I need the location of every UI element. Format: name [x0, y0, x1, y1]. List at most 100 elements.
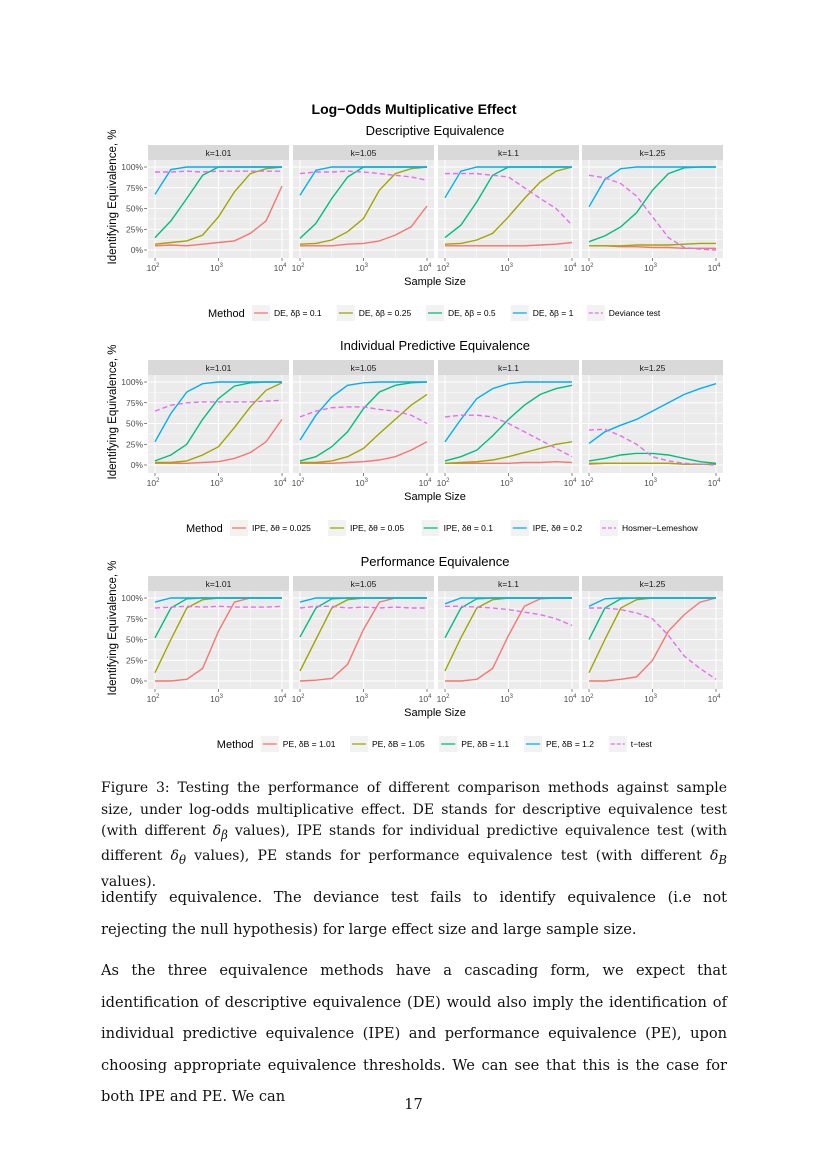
x-tick-label: 103	[644, 263, 657, 273]
facet-panel: k=1.25 102 103 104	[581, 360, 723, 488]
series-line-4	[444, 597, 572, 605]
legend-entry: PE, δB = 1.05	[372, 739, 425, 749]
facet-strip	[148, 360, 289, 375]
x-tick-exponent: 4	[428, 694, 432, 700]
x-tick-exponent: 3	[510, 263, 514, 269]
y-tick-label: 0%	[131, 460, 144, 470]
x-tick-exponent: 2	[590, 478, 594, 484]
y-tick-label: 25%	[126, 655, 143, 665]
facet-label: k=1.01	[206, 579, 232, 589]
x-tick-exponent: 4	[717, 478, 721, 484]
series-line-4	[444, 166, 572, 199]
x-tick-label: 103	[355, 694, 368, 704]
legend-title: Method	[208, 308, 245, 320]
x-tick-label: 102	[292, 694, 305, 704]
caption-text: Figure 3: Testing the performance of dif…	[101, 780, 727, 839]
x-tick-label: 103	[210, 263, 223, 273]
y-tick-label: 50%	[126, 419, 143, 429]
facet-panel: k=1.1 102 103 104	[437, 576, 579, 704]
x-tick-label: 103	[500, 478, 513, 488]
math-sub: θ	[178, 853, 186, 868]
series-line-3	[444, 384, 573, 462]
y-tick-label: 100%	[121, 377, 143, 387]
series-line-5	[588, 428, 717, 466]
x-tick-exponent: 2	[590, 263, 594, 269]
facet-panel: k=1.25 102 103 104	[581, 145, 723, 273]
body-paragraph: identify equivalence. The deviance test …	[101, 889, 727, 938]
chart-1: Descriptive Equivalence Identifying Equiv…	[107, 123, 723, 321]
legend-entry: IPE, δθ = 0.025	[252, 523, 311, 533]
x-tick-label: 103	[644, 694, 657, 704]
series-line-5	[155, 170, 282, 173]
legend-entry: PE, δB = 1.2	[546, 739, 594, 749]
x-tick-exponent: 4	[573, 694, 577, 700]
x-tick-label: 102	[581, 478, 594, 488]
series-line-5	[445, 172, 573, 226]
facet-label: k=1.05	[351, 148, 377, 158]
facet-panel: k=1.1 102 103 104	[437, 145, 579, 273]
series-line-2	[299, 166, 428, 245]
x-tick-exponent: 4	[283, 694, 287, 700]
series-line-4	[588, 166, 716, 208]
facet-label: k=1.1	[498, 363, 519, 373]
facet-strip	[582, 360, 723, 375]
y-tick-label: 50%	[126, 204, 143, 214]
x-tick-label: 103	[644, 478, 657, 488]
page-number: 17	[404, 1096, 423, 1113]
legend-entry: Hosmer−Lemeshow	[622, 523, 699, 533]
legend-entry: DE, δβ = 0.25	[359, 308, 412, 318]
y-tick-label: 0%	[131, 245, 144, 255]
x-tick-exponent: 2	[301, 263, 305, 269]
legend-entry: IPE, δθ = 0.05	[350, 523, 404, 533]
x-tick-label: 104	[564, 478, 577, 488]
facet-label: k=1.25	[640, 363, 666, 373]
x-tick-label: 102	[437, 478, 450, 488]
x-tick-label: 102	[437, 263, 450, 273]
facet-strip	[582, 576, 723, 591]
facet-panel: k=1.01 102 103 104	[147, 145, 289, 273]
x-tick-exponent: 3	[654, 263, 658, 269]
x-tick-label: 104	[274, 263, 287, 273]
x-tick-exponent: 3	[365, 478, 369, 484]
legend-entry: DE, δβ = 0.5	[448, 308, 496, 318]
chart-3: Performance Equivalence Identifying Equiv…	[107, 554, 723, 752]
facet-strip	[438, 145, 579, 160]
y-tick-label: 75%	[126, 614, 143, 624]
series-line-4	[588, 597, 716, 607]
facet-strip	[293, 145, 434, 160]
series-line-1	[445, 460, 573, 464]
y-tick-label: 0%	[131, 676, 144, 686]
series-line-1	[155, 418, 283, 464]
math-delta: δ	[212, 823, 222, 839]
x-tick-label: 104	[419, 694, 432, 704]
x-tick-label: 102	[581, 263, 594, 273]
caption-text: values), IPE stands for individual predi…	[101, 823, 727, 865]
x-tick-exponent: 2	[590, 694, 594, 700]
facet-label: k=1.05	[351, 363, 377, 373]
legend: Method IPE, δθ = 0.025 IPE, δθ = 0.05 IPE, …	[186, 520, 699, 536]
figure-caption: Figure 3: Testing the performance of dif…	[101, 778, 727, 893]
x-tick-exponent: 3	[220, 263, 224, 269]
facet-strip	[293, 360, 434, 375]
x-tick-label: 104	[708, 263, 721, 273]
x-tick-label: 102	[147, 694, 160, 704]
series-line-2	[589, 242, 716, 247]
x-tick-label: 102	[292, 478, 305, 488]
facet-strip	[438, 360, 579, 375]
x-tick-exponent: 2	[446, 694, 450, 700]
series-line-2	[155, 382, 283, 464]
y-tick-label: 75%	[126, 183, 143, 193]
facet-panel: k=1.1 102 103 104	[437, 360, 579, 488]
legend-title: Method	[217, 739, 254, 751]
series-line-3	[588, 452, 717, 464]
x-tick-exponent: 2	[156, 694, 160, 700]
legend-title: Method	[186, 523, 223, 535]
x-tick-label: 103	[210, 478, 223, 488]
x-tick-label: 102	[292, 263, 305, 273]
facet-strip	[438, 576, 579, 591]
series-line-4	[154, 597, 282, 603]
series-line-1	[154, 185, 283, 247]
x-tick-label: 102	[147, 478, 160, 488]
legend-entry: IPE, δθ = 0.1	[444, 523, 494, 533]
chart-title: Descriptive Equivalence	[366, 123, 505, 138]
